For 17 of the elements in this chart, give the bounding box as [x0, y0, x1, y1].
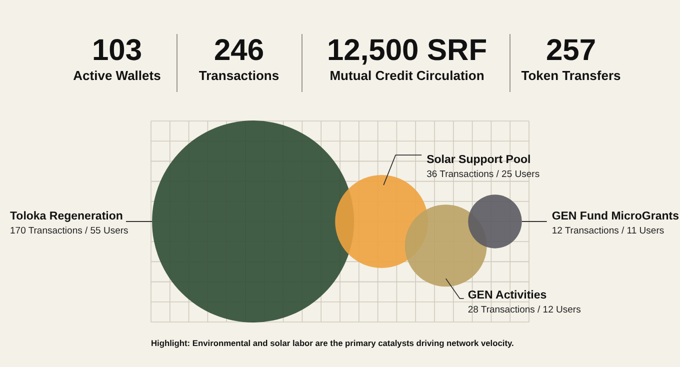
- data-label: 170 Transactions / 55 Users: [10, 226, 129, 236]
- data-label: 28 Transactions / 12 Users: [468, 304, 582, 316]
- text: 12,500 SRF: [326, 34, 488, 67]
- category-label: Toloka Regeneration: [10, 210, 123, 222]
- text: Highlight: Environmental and solar labor are the primary catalysts driving network velocity.: [151, 338, 514, 348]
- data-label: 12 Transactions / 11 Users: [552, 226, 664, 236]
- text: 246: [214, 34, 264, 67]
- category-label: Token Transfers: [521, 68, 621, 83]
- category-label: GEN Activities: [468, 290, 547, 302]
- category-label: GEN Fund MicroGrants: [552, 210, 679, 222]
- category-label: Mutual Credit Circulation: [330, 68, 484, 83]
- data-label: 36 Transactions / 25 Users: [426, 169, 540, 180]
- text: 257: [546, 34, 596, 67]
- category-label: Active Wallets: [73, 68, 161, 83]
- category-label: Transactions: [198, 68, 280, 83]
- text: 103: [92, 34, 142, 67]
- category-label: Solar Support Pool: [426, 154, 531, 166]
